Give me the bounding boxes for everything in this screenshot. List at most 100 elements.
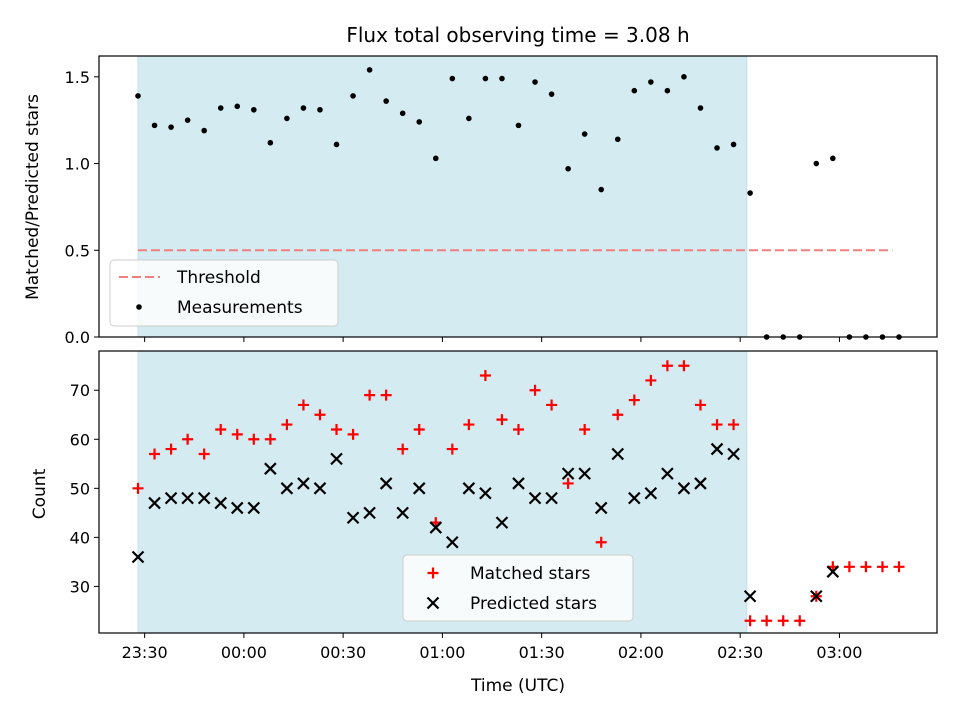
predicted-star-point bbox=[826, 565, 840, 578]
legend-box bbox=[402, 554, 634, 622]
y-tick-label: 1.0 bbox=[65, 155, 90, 174]
matched-star-point bbox=[628, 394, 640, 406]
predicted-star-point bbox=[429, 521, 443, 534]
predicted-star-point bbox=[727, 447, 740, 461]
measurement-point bbox=[581, 131, 588, 137]
legend-top: Threshold Measurements bbox=[109, 259, 339, 327]
y-tick-label: 50 bbox=[70, 479, 90, 498]
measurement-point bbox=[532, 79, 538, 85]
legend-measurement-swatch bbox=[136, 304, 142, 310]
predicted-star-point bbox=[561, 467, 575, 480]
measurement-point bbox=[333, 141, 340, 148]
matched-star-point bbox=[711, 419, 723, 431]
predicted-star-point bbox=[181, 491, 194, 505]
measurement-point bbox=[449, 75, 456, 82]
matched-star-point bbox=[843, 561, 855, 573]
predicted-star-point bbox=[230, 501, 244, 515]
measurement-point bbox=[284, 115, 290, 122]
matched-star-point bbox=[694, 399, 706, 411]
measurement-point bbox=[830, 155, 836, 162]
measurement-point bbox=[631, 87, 638, 94]
y-tick-label: 1.5 bbox=[65, 68, 90, 87]
y-tick-label: 40 bbox=[70, 528, 90, 547]
predicted-star-point bbox=[644, 486, 658, 500]
x-tick-label: 02:00 bbox=[618, 643, 664, 662]
measurement-point bbox=[466, 115, 472, 122]
matched-star-point bbox=[860, 561, 872, 573]
predicted-star-point bbox=[462, 482, 476, 495]
measurement-point bbox=[598, 186, 605, 193]
matched-star-point bbox=[446, 443, 458, 455]
predicted-star-point bbox=[412, 482, 426, 495]
measurement-point bbox=[300, 105, 307, 111]
measurement-point bbox=[697, 105, 704, 111]
matched-star-point bbox=[231, 428, 243, 440]
matched-star-point bbox=[546, 399, 558, 411]
matched-star-point bbox=[893, 561, 905, 573]
y-tick-label: 0.5 bbox=[65, 241, 90, 260]
x-tick-label: 01:30 bbox=[519, 643, 565, 662]
predicted-star-point bbox=[661, 467, 674, 480]
measurement-point bbox=[201, 127, 207, 134]
x-tick-label: 01:00 bbox=[419, 643, 465, 662]
matched-star-point bbox=[314, 409, 326, 421]
top-panel: 0.0 0.5 1.0 1.5 Threshold Measurements bbox=[65, 55, 938, 347]
measurement-point bbox=[251, 106, 257, 113]
matched-star-point bbox=[248, 433, 260, 445]
legend-predicted-swatch bbox=[426, 596, 440, 610]
predicted-star-point bbox=[330, 452, 343, 466]
measurement-point bbox=[681, 74, 687, 80]
measurement-point bbox=[366, 67, 373, 73]
matched-star-point bbox=[678, 360, 690, 372]
legend-matched-swatch bbox=[427, 567, 439, 579]
predicted-star-point bbox=[578, 467, 591, 480]
matched-star-point bbox=[397, 443, 409, 455]
matched-star-point bbox=[562, 477, 574, 489]
measurement-point bbox=[730, 141, 737, 148]
predicted-star-point bbox=[131, 550, 145, 564]
predicted-star-point bbox=[214, 496, 227, 510]
predicted-star-point bbox=[446, 535, 459, 549]
predicted-star-point bbox=[512, 477, 525, 490]
predicted-star-point bbox=[297, 477, 310, 490]
predicted-star-point bbox=[247, 501, 261, 515]
matched-star-point bbox=[264, 433, 276, 445]
matched-star-point bbox=[794, 615, 806, 627]
measurement-point bbox=[664, 87, 671, 94]
matched-star-point bbox=[463, 419, 475, 431]
matched-star-point bbox=[347, 428, 359, 440]
matched-star-point bbox=[496, 414, 508, 426]
measurement-point bbox=[432, 155, 439, 162]
predicted-star-point bbox=[346, 511, 360, 525]
measurement-point bbox=[482, 75, 489, 82]
measurement-point bbox=[350, 93, 356, 99]
matched-star-point bbox=[215, 423, 227, 435]
measurement-point bbox=[565, 165, 571, 172]
measurement-point bbox=[416, 119, 423, 125]
predicted-star-point bbox=[743, 589, 757, 603]
plot-frame bbox=[98, 350, 938, 634]
measurement-point bbox=[714, 145, 720, 151]
predicted-star-point bbox=[313, 482, 327, 495]
measurement-point bbox=[217, 105, 224, 111]
measurement-point bbox=[515, 122, 522, 129]
plot-frame bbox=[98, 55, 938, 338]
matched-star-point bbox=[182, 433, 194, 445]
measurement-point bbox=[317, 106, 323, 113]
measurement-point bbox=[399, 110, 406, 117]
predicted-star-point bbox=[197, 491, 211, 505]
legend-threshold-label: Threshold bbox=[176, 268, 261, 288]
predicted-star-point bbox=[379, 477, 393, 490]
x-axis-label: Time (UTC) bbox=[470, 676, 565, 696]
predicted-star-point bbox=[710, 442, 724, 456]
legend-bottom: Matched stars Predicted stars bbox=[402, 554, 634, 622]
y-tick-label: 60 bbox=[70, 430, 90, 449]
predicted-star-point bbox=[164, 491, 178, 505]
measurement-point bbox=[184, 117, 191, 123]
x-tick-label: 00:30 bbox=[320, 643, 366, 662]
matched-star-point bbox=[529, 384, 541, 396]
measurement-point bbox=[499, 75, 505, 82]
measurement-point bbox=[648, 79, 654, 85]
matched-star-point bbox=[595, 536, 607, 548]
